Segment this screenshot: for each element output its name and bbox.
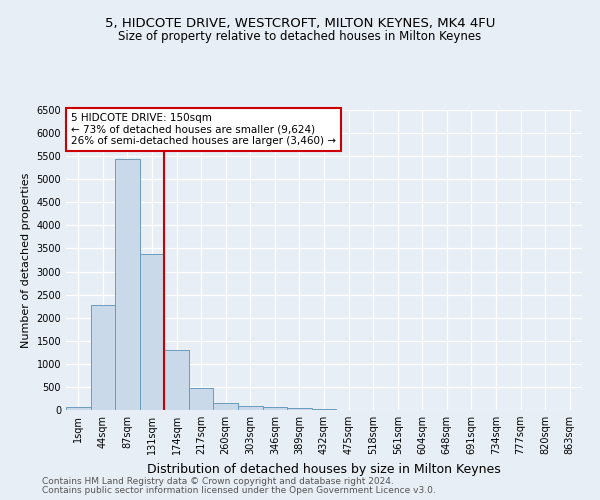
Bar <box>312 409 336 410</box>
Bar <box>189 388 214 410</box>
Text: Contains public sector information licensed under the Open Government Licence v3: Contains public sector information licen… <box>42 486 436 495</box>
Bar <box>214 402 238 410</box>
Text: 5 HIDCOTE DRIVE: 150sqm
← 73% of detached houses are smaller (9,624)
26% of semi: 5 HIDCOTE DRIVE: 150sqm ← 73% of detache… <box>71 113 336 146</box>
Bar <box>140 254 164 410</box>
Text: Contains HM Land Registry data © Crown copyright and database right 2024.: Contains HM Land Registry data © Crown c… <box>42 477 394 486</box>
Text: 5, HIDCOTE DRIVE, WESTCROFT, MILTON KEYNES, MK4 4FU: 5, HIDCOTE DRIVE, WESTCROFT, MILTON KEYN… <box>105 18 495 30</box>
X-axis label: Distribution of detached houses by size in Milton Keynes: Distribution of detached houses by size … <box>147 462 501 475</box>
Bar <box>66 406 91 410</box>
Bar <box>287 408 312 410</box>
Bar <box>263 407 287 410</box>
Bar <box>164 350 189 410</box>
Bar <box>115 160 140 410</box>
Bar <box>91 305 115 410</box>
Y-axis label: Number of detached properties: Number of detached properties <box>21 172 31 348</box>
Text: Size of property relative to detached houses in Milton Keynes: Size of property relative to detached ho… <box>118 30 482 43</box>
Bar <box>238 406 263 410</box>
